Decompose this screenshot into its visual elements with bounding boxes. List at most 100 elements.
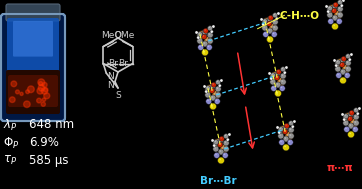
Circle shape (352, 126, 358, 132)
Circle shape (279, 139, 285, 145)
Circle shape (332, 8, 337, 13)
Circle shape (214, 98, 220, 104)
Circle shape (270, 79, 276, 85)
Circle shape (332, 3, 338, 9)
Circle shape (213, 146, 219, 152)
Circle shape (354, 108, 359, 113)
Circle shape (215, 154, 217, 155)
Text: S: S (115, 91, 121, 100)
Circle shape (329, 7, 332, 9)
Circle shape (205, 86, 210, 91)
Circle shape (336, 13, 338, 15)
Circle shape (203, 42, 205, 44)
Circle shape (197, 32, 203, 38)
Circle shape (205, 90, 208, 93)
Circle shape (290, 128, 291, 130)
Circle shape (336, 60, 341, 65)
Circle shape (272, 19, 278, 25)
Text: Br: Br (108, 59, 118, 68)
Circle shape (272, 74, 273, 75)
Circle shape (211, 139, 214, 142)
FancyBboxPatch shape (6, 70, 60, 114)
Circle shape (278, 126, 287, 134)
Circle shape (208, 46, 209, 47)
Circle shape (268, 22, 269, 24)
Circle shape (345, 60, 351, 66)
Circle shape (348, 131, 354, 138)
Circle shape (270, 72, 279, 80)
Circle shape (355, 115, 356, 117)
Circle shape (344, 72, 350, 78)
Circle shape (336, 67, 338, 69)
Circle shape (224, 154, 225, 155)
Circle shape (347, 55, 348, 56)
Circle shape (276, 126, 279, 129)
Circle shape (333, 9, 334, 11)
Circle shape (217, 87, 218, 89)
Circle shape (337, 12, 343, 18)
Circle shape (345, 54, 351, 59)
Circle shape (336, 18, 342, 24)
Circle shape (211, 84, 213, 86)
Circle shape (358, 107, 361, 110)
Text: N: N (107, 81, 114, 90)
Circle shape (217, 81, 218, 82)
Circle shape (349, 132, 351, 134)
Circle shape (350, 112, 351, 114)
Circle shape (41, 88, 48, 94)
Circle shape (283, 71, 286, 74)
Circle shape (199, 33, 202, 35)
Circle shape (341, 58, 343, 60)
Circle shape (210, 88, 215, 93)
Circle shape (205, 85, 214, 93)
Circle shape (279, 80, 281, 82)
Circle shape (272, 74, 273, 76)
Circle shape (353, 120, 359, 126)
Circle shape (346, 74, 347, 75)
Circle shape (280, 141, 282, 142)
Circle shape (336, 59, 344, 67)
Circle shape (264, 20, 265, 21)
Circle shape (274, 20, 275, 22)
Circle shape (282, 74, 283, 76)
Circle shape (268, 38, 270, 39)
Circle shape (277, 12, 280, 15)
Circle shape (283, 136, 289, 142)
Text: 6.9%: 6.9% (29, 136, 59, 149)
Circle shape (218, 149, 224, 155)
Circle shape (340, 69, 346, 75)
Circle shape (207, 100, 209, 101)
Circle shape (342, 57, 344, 59)
Circle shape (271, 26, 273, 28)
Circle shape (347, 67, 348, 69)
Circle shape (37, 98, 41, 103)
Circle shape (269, 29, 270, 31)
Circle shape (11, 81, 17, 87)
Circle shape (284, 146, 286, 147)
Circle shape (219, 85, 220, 86)
Circle shape (206, 39, 209, 41)
Circle shape (209, 27, 210, 28)
Circle shape (352, 121, 354, 123)
Circle shape (283, 124, 289, 130)
Circle shape (278, 131, 281, 134)
Circle shape (337, 61, 340, 63)
Circle shape (209, 39, 210, 41)
Circle shape (354, 128, 355, 129)
Circle shape (219, 143, 220, 145)
Circle shape (210, 95, 216, 101)
Circle shape (26, 90, 29, 94)
Circle shape (338, 20, 339, 21)
Circle shape (337, 6, 343, 12)
Circle shape (220, 79, 223, 82)
Circle shape (340, 77, 346, 84)
Circle shape (342, 65, 351, 73)
Circle shape (205, 86, 211, 92)
Circle shape (38, 79, 45, 86)
Circle shape (282, 68, 283, 69)
Circle shape (214, 141, 216, 143)
Circle shape (280, 79, 286, 85)
Circle shape (276, 69, 281, 74)
Circle shape (271, 85, 277, 91)
Circle shape (199, 33, 200, 34)
